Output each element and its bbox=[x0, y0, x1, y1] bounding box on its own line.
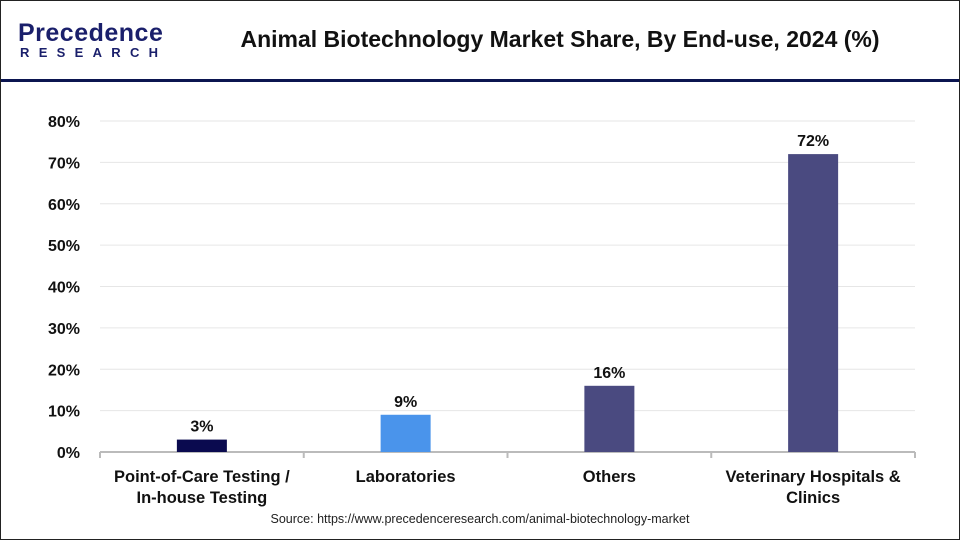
y-tick-label: 40% bbox=[48, 280, 80, 297]
y-tick-label: 10% bbox=[48, 404, 80, 421]
header-divider bbox=[1, 79, 959, 82]
data-label: 16% bbox=[593, 365, 625, 382]
y-tick-label: 0% bbox=[57, 445, 80, 462]
data-label: 3% bbox=[190, 419, 213, 436]
data-label: 72% bbox=[797, 133, 829, 150]
y-tick-label: 20% bbox=[48, 362, 80, 379]
x-tick-label: Point-of-Care Testing / bbox=[114, 468, 290, 486]
x-tick-label: In-house Testing bbox=[136, 489, 267, 507]
x-tick-label: Veterinary Hospitals & bbox=[726, 468, 901, 486]
bar bbox=[788, 154, 839, 452]
bar bbox=[380, 414, 431, 452]
y-tick-label: 50% bbox=[48, 238, 80, 255]
chart-title: Animal Biotechnology Market Share, By En… bbox=[240, 26, 880, 52]
logo: Precedence RESEARCH bbox=[18, 20, 167, 60]
x-tick-label: Laboratories bbox=[356, 468, 456, 486]
y-tick-label: 80% bbox=[48, 114, 80, 131]
logo-bottom: RESEARCH bbox=[20, 45, 168, 60]
x-tick-label: Clinics bbox=[786, 489, 840, 507]
bar bbox=[176, 439, 227, 452]
bar bbox=[584, 385, 635, 452]
data-label: 9% bbox=[394, 394, 417, 411]
y-tick-label: 30% bbox=[48, 321, 80, 338]
source-note: Source: https://www.precedenceresearch.c… bbox=[270, 512, 690, 526]
y-tick-label: 60% bbox=[48, 197, 80, 214]
x-tick-label: Others bbox=[583, 468, 636, 486]
y-tick-label: 70% bbox=[48, 155, 80, 172]
logo-top: Precedence bbox=[18, 19, 164, 47]
